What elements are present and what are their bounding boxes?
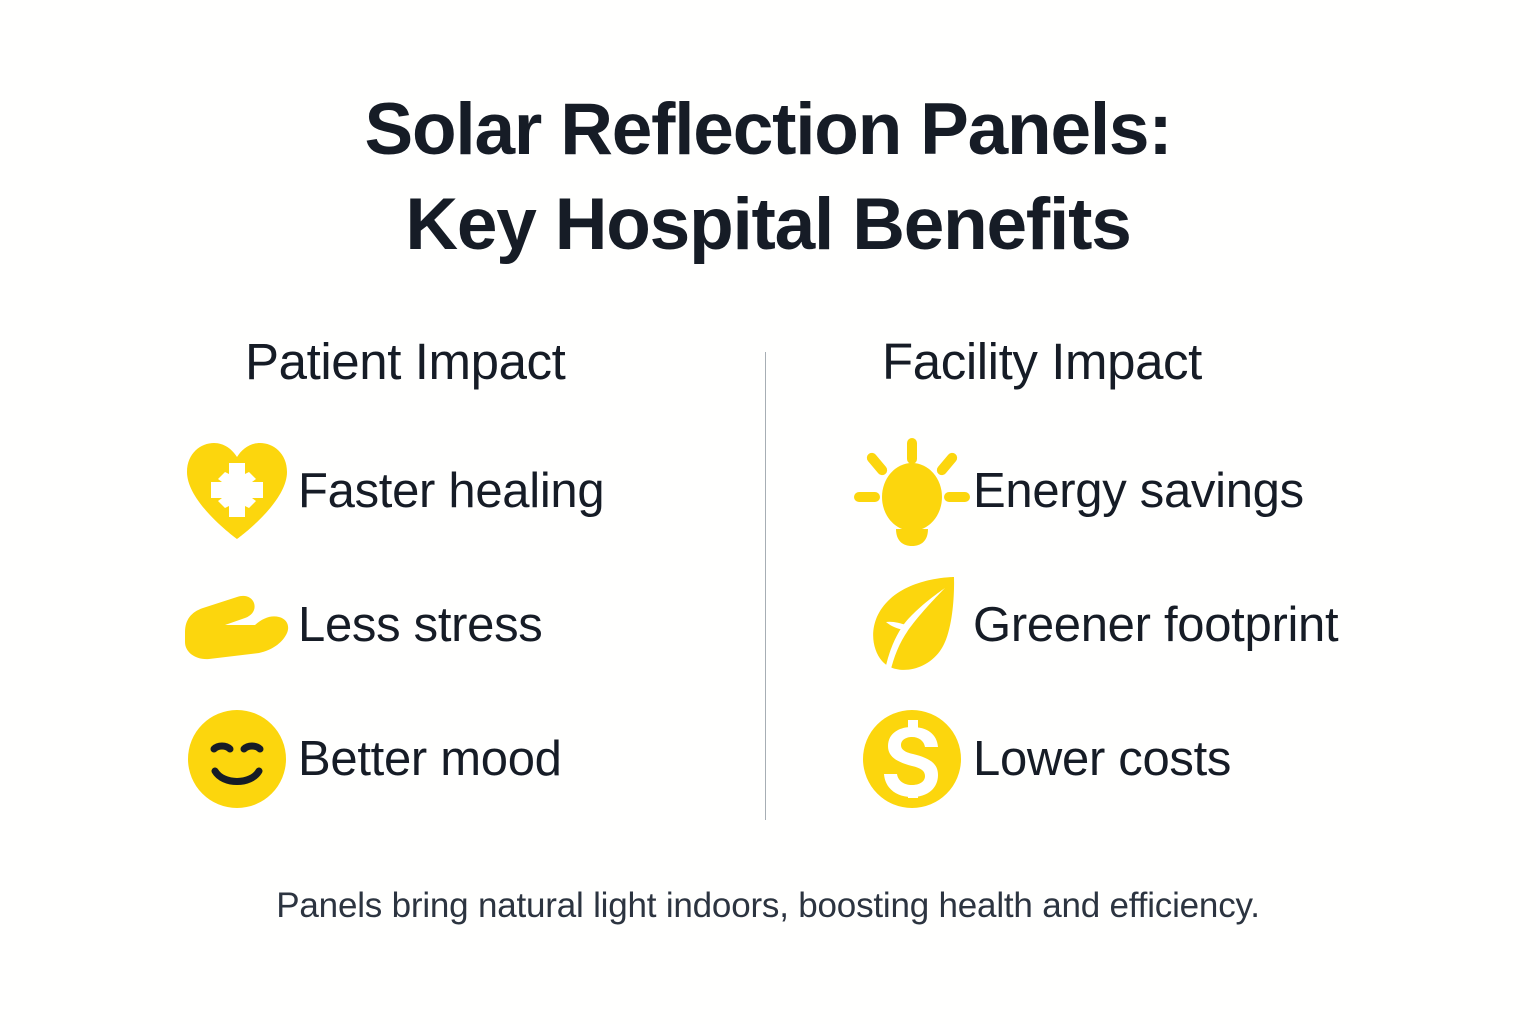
benefit-label: Greener footprint	[973, 598, 1339, 652]
title-line-1: Solar Reflection Panels:	[364, 89, 1173, 170]
column-header-facility: Facility Impact	[882, 333, 1202, 390]
smiley-face-icon	[176, 707, 298, 811]
lightbulb-rays-icon	[851, 438, 973, 546]
column-patient-impact: Patient Impact Faster healing	[0, 332, 765, 832]
benefit-item-energy-savings[interactable]: Energy savings	[851, 438, 1536, 546]
benefit-item-less-stress[interactable]: Less stress	[176, 573, 765, 677]
benefit-label: Energy savings	[973, 464, 1304, 518]
benefit-label: Lower costs	[973, 732, 1232, 786]
benefit-list-facility: Energy savings Greener footprint	[765, 438, 1536, 811]
dollar-coin-icon	[851, 707, 973, 811]
benefit-label: Faster healing	[298, 464, 605, 518]
column-header-patient: Patient Impact	[245, 333, 566, 390]
benefit-item-better-mood[interactable]: Better mood	[176, 707, 765, 811]
footer-caption-text: Panels bring natural light indoors, boos…	[276, 886, 1260, 925]
open-hand-icon	[176, 573, 298, 677]
page-title: Solar Reflection Panels: Key Hospital Be…	[0, 82, 1536, 272]
column-facility-impact: Facility Impact Ener	[765, 332, 1536, 832]
heart-medical-cross-icon	[176, 439, 298, 543]
leaf-icon	[851, 573, 973, 678]
benefit-label: Less stress	[298, 598, 543, 652]
benefit-item-faster-healing[interactable]: Faster healing	[176, 439, 765, 543]
column-divider	[765, 352, 766, 820]
benefit-item-greener-footprint[interactable]: Greener footprint	[851, 573, 1536, 678]
benefit-label: Better mood	[298, 732, 562, 786]
benefit-item-lower-costs[interactable]: Lower costs	[851, 707, 1536, 811]
title-line-2: Key Hospital Benefits	[405, 184, 1131, 265]
footer-caption: Panels bring natural light indoors, boos…	[0, 884, 1536, 928]
benefit-columns: Patient Impact Faster healing	[0, 332, 1536, 832]
benefit-list-patient: Faster healing Less stress	[176, 439, 765, 811]
